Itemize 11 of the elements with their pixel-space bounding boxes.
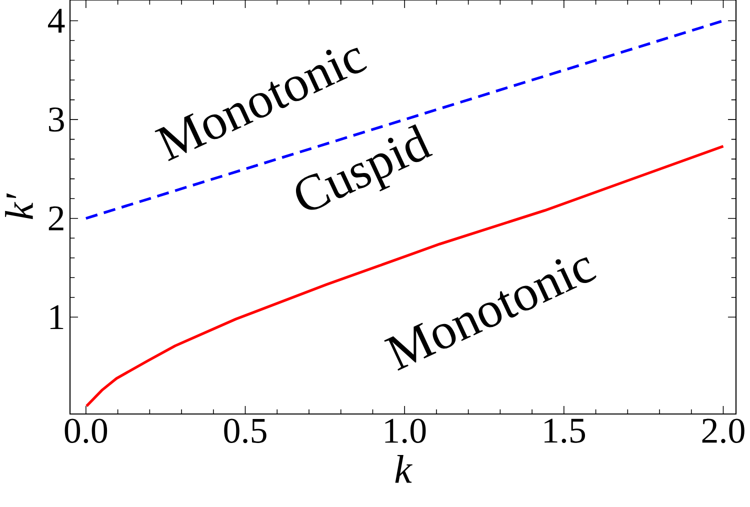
y-tick-label: 3 bbox=[49, 107, 64, 132]
y-tick-label: 4 bbox=[48, 8, 65, 33]
y-tick-label: 1 bbox=[50, 305, 64, 330]
x-tick-label: 1.5 bbox=[544, 418, 586, 443]
x-axis-title: k bbox=[395, 454, 412, 483]
y-axis-title: k′ bbox=[5, 193, 33, 220]
x-tick-label: 0.0 bbox=[64, 418, 108, 444]
y-tick-label: 2 bbox=[48, 206, 64, 230]
x-tick-label: 2.0 bbox=[702, 418, 744, 444]
x-tick-label: 1.0 bbox=[385, 418, 426, 444]
x-tick-label: 0.5 bbox=[224, 418, 266, 444]
